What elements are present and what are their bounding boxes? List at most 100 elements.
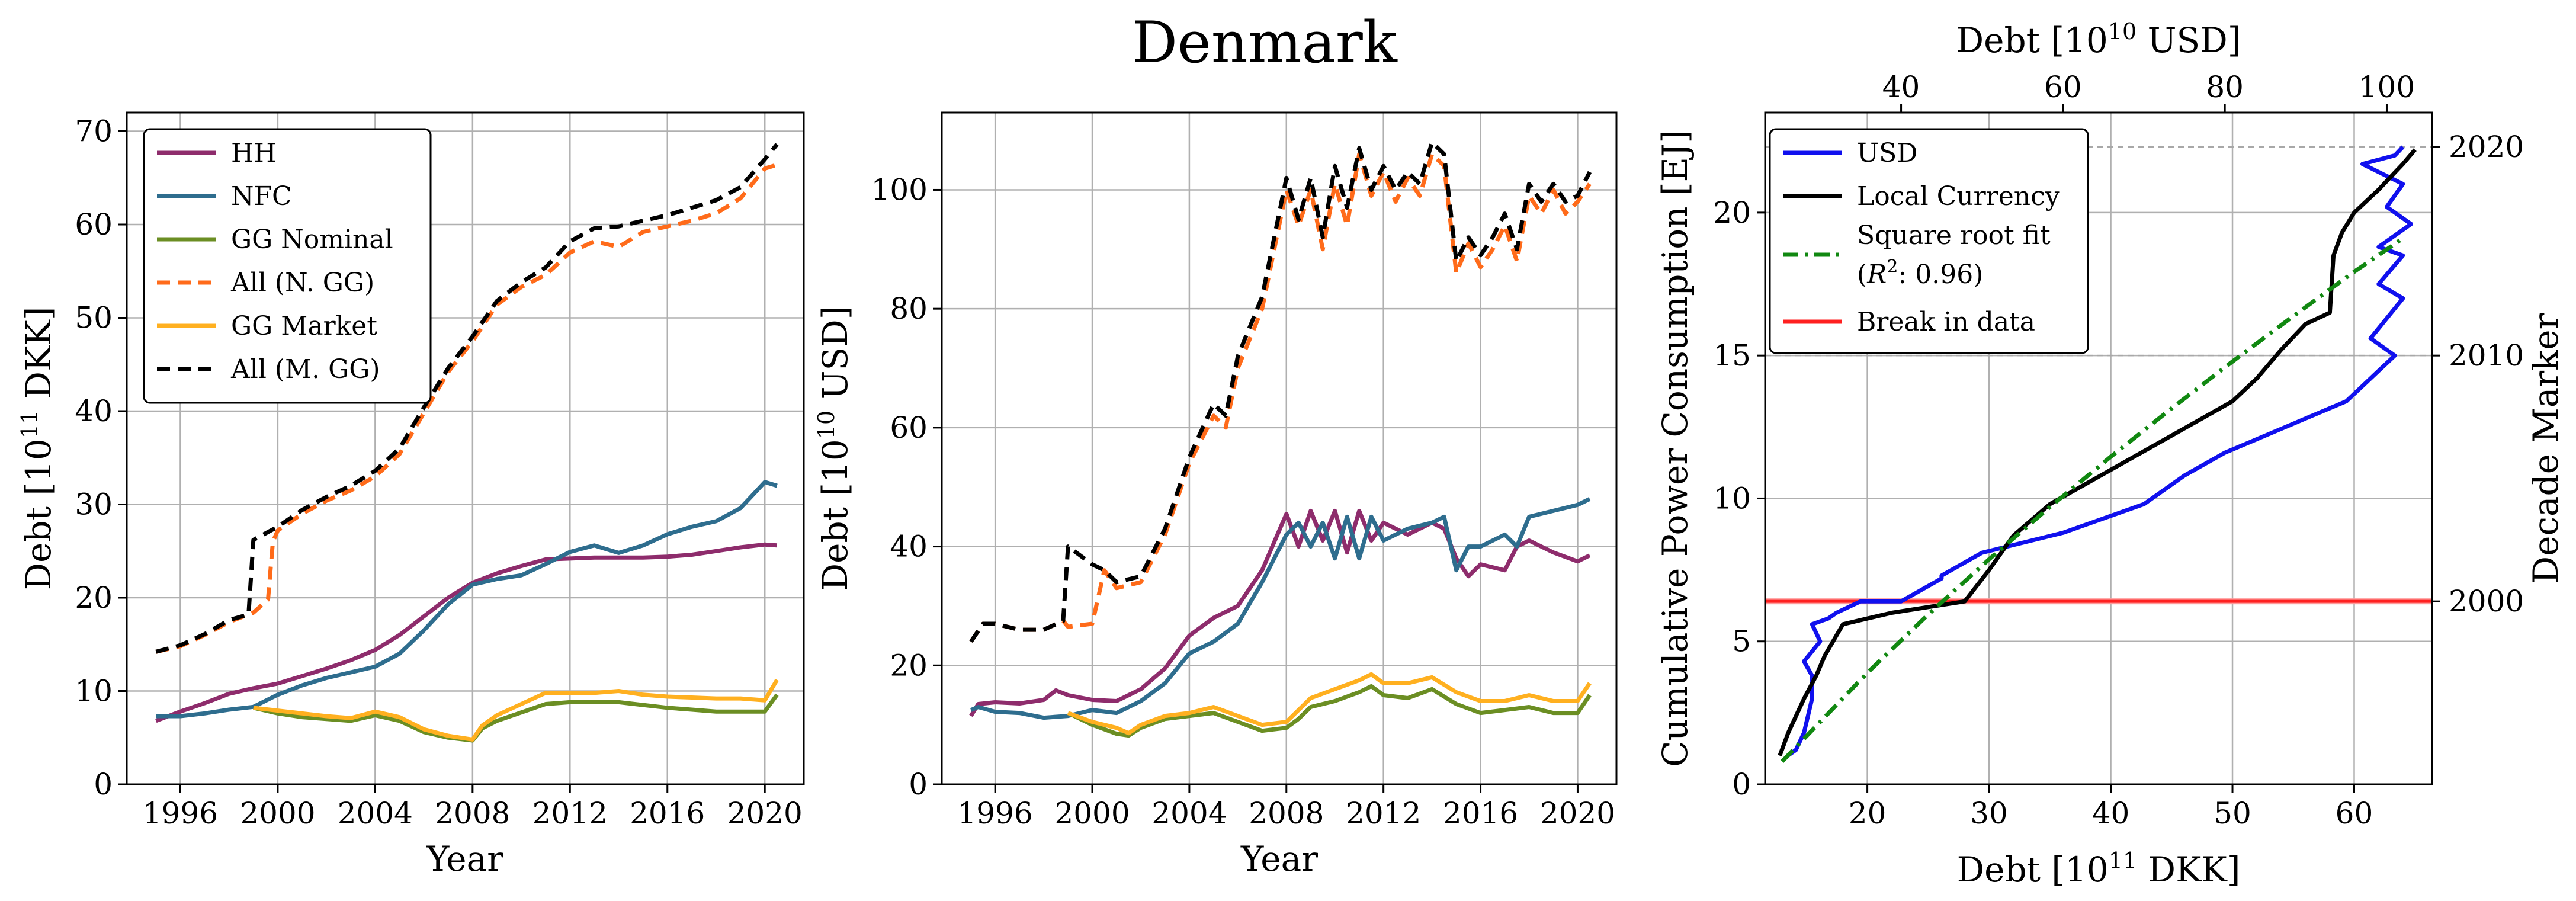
figure-title: Denmark [1132,9,1398,76]
right-secondary-y-axis-label: Decade Marker [2526,313,2566,583]
middle-y-axis-label-unit: USD] [815,306,855,411]
right-x-tick-label: 40 [2092,796,2130,831]
right-legend-label-r-squared: (R2: 0.96) [1857,256,1983,290]
middle-series-gg-market-line [1067,672,1592,736]
left-y-tick-label: 60 [75,207,113,242]
middle-x-tick-label: 2000 [1054,796,1130,831]
middle-chart-panel: 1996 2000 2004 2008 2012 2016 2020 0 20 40 60 80 100… [813,111,1618,879]
middle-y-axis-label-main: Debt [10 [815,439,855,591]
middle-y-tick-label: 100 [871,172,928,207]
left-y-tick-label: 70 [75,114,113,149]
left-x-tick-label: 2016 [630,796,705,831]
right-x-axis-label-unit: DKK] [2137,849,2240,890]
middle-x-tick-label: 2008 [1249,796,1324,831]
left-x-tick-label: 2004 [338,796,413,831]
middle-y-axis-label-exponent: 10 [813,411,839,439]
middle-y-tick-label: 80 [890,291,928,326]
right-x-axis-label-exponent: 11 [2109,848,2137,874]
left-legend-label-all-m-gg: All (M. GG) [230,354,380,384]
left-y-axis-label: Debt [1011 DKK] [17,307,59,591]
left-legend-label-gg-market: GG Market [231,311,377,341]
right-y-tick-label: 10 [1713,481,1751,515]
right-series-local-currency-line [1778,148,2417,756]
right-legend-r-squared-part: R [1866,259,1887,290]
right-chart-series [1765,145,2432,763]
right-top-x-tick-label: 40 [1882,70,1920,104]
right-legend-r-squared-part: ( [1857,259,1867,290]
right-legend-label-break-in-data: Break in data [1857,307,2035,337]
middle-chart-series [969,140,1592,738]
middle-y-axis-label: Debt [1010 USD] [813,306,855,591]
middle-chart-ticks: 1996 2000 2004 2008 2012 2016 2020 0 20 40 60 80 100 [871,172,1616,831]
right-chart-ticks: 20 30 40 50 60 0 5 10 15 20 40 60 80 100 2000 2010 2020 [1713,70,2524,831]
left-y-tick-label: 30 [75,488,113,522]
right-series-square-root-fit-line [1781,236,2404,763]
right-y-axis-label: Cumulative Power Consumption [EJ] [1655,130,1695,767]
left-series-hh-line [155,542,778,723]
middle-y-tick-label: 40 [890,530,928,564]
middle-series-all-n-gg-line [969,152,1592,643]
right-x-tick-label: 60 [2336,796,2373,831]
middle-y-tick-label: 60 [890,411,928,445]
left-series-gg-market-line [253,678,779,742]
right-chart-legend: USD Local Currency Square root fit (R2: 0.9… [1769,128,2089,354]
middle-x-tick-label: 2016 [1443,796,1518,831]
middle-x-tick-label: 1996 [958,796,1033,831]
right-decade-marker-label: 2010 [2449,338,2524,373]
left-x-tick-label: 2020 [727,796,803,831]
left-y-tick-label: 0 [94,767,113,801]
middle-series-nfc-line [970,497,1591,720]
left-x-tick-label: 1996 [143,796,218,831]
right-y-tick-label: 15 [1713,338,1751,373]
right-x-tick-label: 20 [1849,796,1887,831]
middle-y-tick-label: 0 [909,767,928,801]
left-chart-legend: HH NFC GG Nominal All (N. GG) GG Market All (… [143,128,432,404]
middle-x-tick-label: 2004 [1151,796,1227,831]
right-legend-label-local-currency: Local Currency [1857,181,2060,211]
left-y-axis-label-exponent: 11 [17,410,43,438]
left-y-axis-label-main: Debt [10 [18,438,59,590]
left-x-tick-label: 2008 [435,796,510,831]
left-x-axis-label: Year [426,839,503,879]
right-legend-label-square-root-fit: Square root fit [1857,220,2051,251]
left-legend-label-nfc: NFC [231,181,292,211]
middle-x-axis-label: Year [1240,839,1318,879]
right-top-x-axis-label-main: Debt [10 [1956,20,2108,60]
right-decade-marker-label: 2020 [2449,130,2524,164]
left-series-all-m-gg-line [155,143,779,654]
right-top-x-tick-label: 60 [2044,70,2082,104]
right-series-usd-line [1786,145,2413,758]
middle-chart-grid [942,113,1616,785]
right-legend-r-squared-part: : 0.96) [1898,259,1983,290]
left-legend-label-all-n-gg: All (N. GG) [230,268,374,298]
middle-x-tick-label: 2012 [1346,796,1421,831]
middle-x-tick-label: 2020 [1540,796,1615,831]
left-legend-label-hh: HH [231,138,277,168]
right-x-axis-label-main: Debt [10 [1957,849,2109,890]
middle-y-tick-label: 20 [890,648,928,682]
left-x-tick-label: 2012 [532,796,608,831]
right-legend-box [1769,128,2089,354]
right-x-axis-label: Debt [1011 DKK] [1957,848,2241,890]
left-y-tick-label: 10 [75,674,113,708]
left-series-gg-nominal-line [253,693,779,743]
right-y-tick-label: 5 [1732,624,1751,659]
left-y-tick-label: 50 [75,301,113,335]
left-y-tick-label: 20 [75,581,113,615]
right-decade-marker-label: 2000 [2449,584,2524,618]
right-top-x-axis-label-exponent: 10 [2108,18,2136,44]
right-y-tick-label: 0 [1732,767,1751,801]
left-y-tick-label: 40 [75,394,113,428]
right-top-x-tick-label: 100 [2359,70,2415,104]
left-legend-label-gg-nominal: GG Nominal [231,225,393,255]
left-chart-panel: 1996 2000 2004 2008 2012 2016 2020 0 10 20 30 40 50 6… [17,111,805,879]
right-chart-frame [1764,111,2433,785]
middle-series-all-m-gg-line [969,140,1592,643]
right-legend-label-usd: USD [1857,138,1918,168]
right-legend-r-squared-part: 2 [1887,256,1898,277]
right-top-x-axis-label: Debt [1010 USD] [1956,18,2241,60]
left-x-tick-label: 2000 [240,796,315,831]
right-top-x-tick-label: 80 [2206,70,2244,104]
left-series-nfc-line [156,480,778,719]
